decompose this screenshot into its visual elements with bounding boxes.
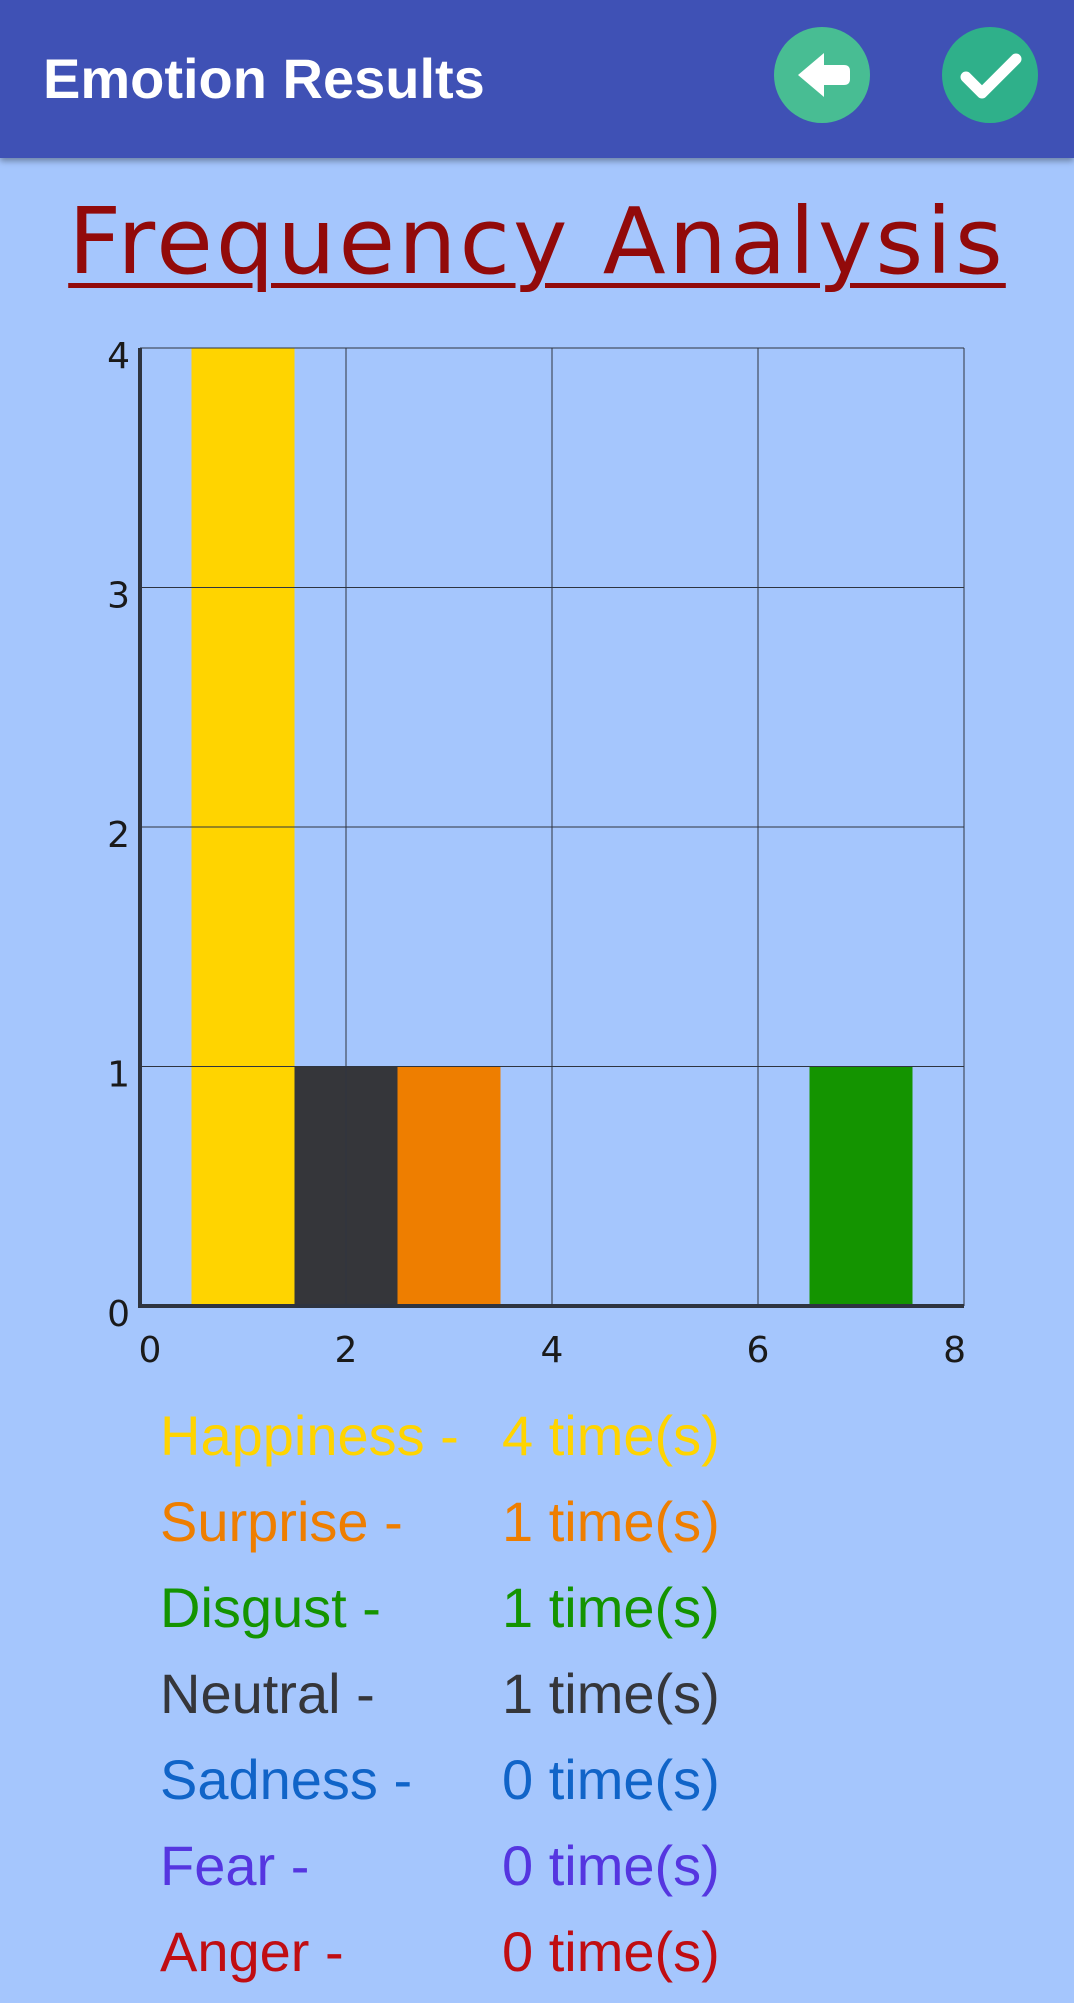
legend-emotion-count: 0 time(s)	[502, 1834, 720, 1897]
legend-emotion-label: Sadness -	[160, 1748, 413, 1811]
legend-emotion-label: Surprise -	[160, 1490, 403, 1553]
legend-emotion-label: Anger -	[160, 1920, 344, 1983]
x-tick-label-3: 6	[747, 1330, 770, 1371]
legend-row: Surprise - 1 time(s)	[160, 1479, 860, 1565]
done-button[interactable]	[942, 27, 1038, 123]
frequency-bar-chart: 0 1 2 3 4 0 2 4 6 8	[107, 336, 966, 1371]
x-tick-label-4: 8	[943, 1330, 966, 1371]
legend-emotion-label: Neutral -	[160, 1662, 375, 1725]
x-tick-label-0: 0	[139, 1330, 162, 1371]
legend-emotion-label: Disgust -	[160, 1576, 381, 1639]
page-title: Frequency Analysis	[68, 188, 1006, 295]
y-tick-label-3: 3	[107, 576, 130, 617]
app-title: Emotion Results	[43, 47, 485, 110]
legend-emotion-count: 1 time(s)	[502, 1662, 720, 1725]
legend-row: Sadness - 0 time(s)	[160, 1737, 860, 1823]
legend-row: Neutral - 1 time(s)	[160, 1651, 860, 1737]
chart-bar-6	[809, 1066, 913, 1306]
legend-row: Fear - 0 time(s)	[160, 1823, 860, 1909]
arrow-left-icon	[798, 53, 850, 97]
legend-emotion-count: 0 time(s)	[502, 1920, 720, 1983]
legend-emotion-count: 1 time(s)	[502, 1490, 720, 1553]
x-tick-label-2: 4	[541, 1330, 564, 1371]
app-bar: Emotion Results	[0, 0, 1074, 158]
legend-emotion-label: Happiness -	[160, 1404, 459, 1467]
y-tick-label-2: 2	[107, 815, 130, 856]
back-button[interactable]	[774, 27, 870, 123]
legend-row: Anger - 0 time(s)	[160, 1909, 860, 1995]
chart-bar-2	[397, 1066, 501, 1306]
y-tick-label-4: 4	[107, 336, 130, 377]
legend-emotion-count: 1 time(s)	[502, 1576, 720, 1639]
x-tick-label-1: 2	[335, 1330, 358, 1371]
legend-emotion-label: Fear -	[160, 1834, 310, 1897]
emotion-legend: Happiness -4 time(s) Surprise -1 time(s) D…	[160, 1393, 860, 1995]
checkmark-icon	[960, 53, 1022, 99]
y-tick-label-1: 1	[107, 1055, 130, 1096]
y-tick-label-0: 0	[107, 1294, 130, 1335]
legend-row: Happiness - 4 time(s)	[160, 1393, 860, 1479]
legend-emotion-count: 0 time(s)	[502, 1748, 720, 1811]
legend-emotion-count: 4 time(s)	[502, 1404, 720, 1467]
legend-row: Disgust - 1 time(s)	[160, 1565, 860, 1651]
